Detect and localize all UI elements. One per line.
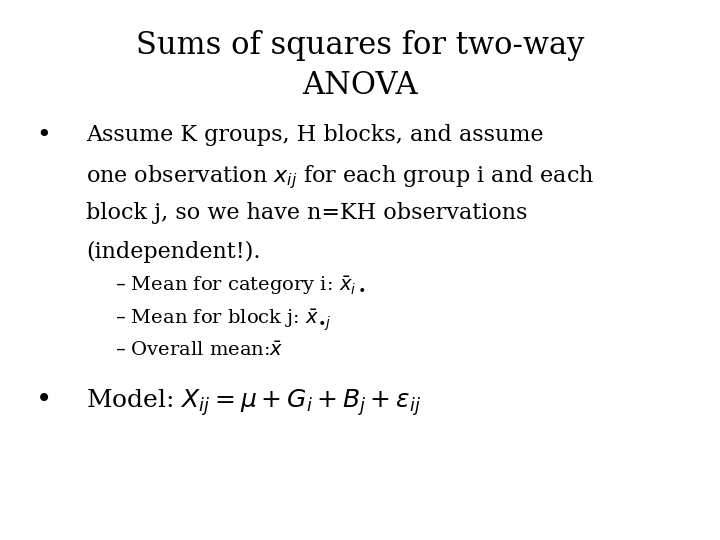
- Text: Model: $X_{ij}=\mu+G_i+B_j+\varepsilon_{ij}$: Model: $X_{ij}=\mu+G_i+B_j+\varepsilon_{…: [86, 387, 421, 418]
- Text: Sums of squares for two-way: Sums of squares for two-way: [136, 30, 584, 60]
- Text: (independent!).: (independent!).: [86, 241, 261, 263]
- Text: – Mean for category i: $\bar{x}_{i\bullet}$: – Mean for category i: $\bar{x}_{i\bulle…: [115, 274, 366, 297]
- Text: one observation $x_{ij}$ for each group i and each: one observation $x_{ij}$ for each group …: [86, 163, 595, 191]
- Text: – Mean for block j: $\bar{x}_{\bullet j}$: – Mean for block j: $\bar{x}_{\bullet j}…: [115, 308, 332, 333]
- Text: ANOVA: ANOVA: [302, 70, 418, 101]
- Text: Assume K groups, H blocks, and assume: Assume K groups, H blocks, and assume: [86, 124, 544, 146]
- Text: block j, so we have n=KH observations: block j, so we have n=KH observations: [86, 202, 528, 224]
- Text: •: •: [36, 387, 53, 414]
- Text: •: •: [36, 124, 50, 147]
- Text: – Overall mean:$\bar{x}$: – Overall mean:$\bar{x}$: [115, 341, 284, 360]
